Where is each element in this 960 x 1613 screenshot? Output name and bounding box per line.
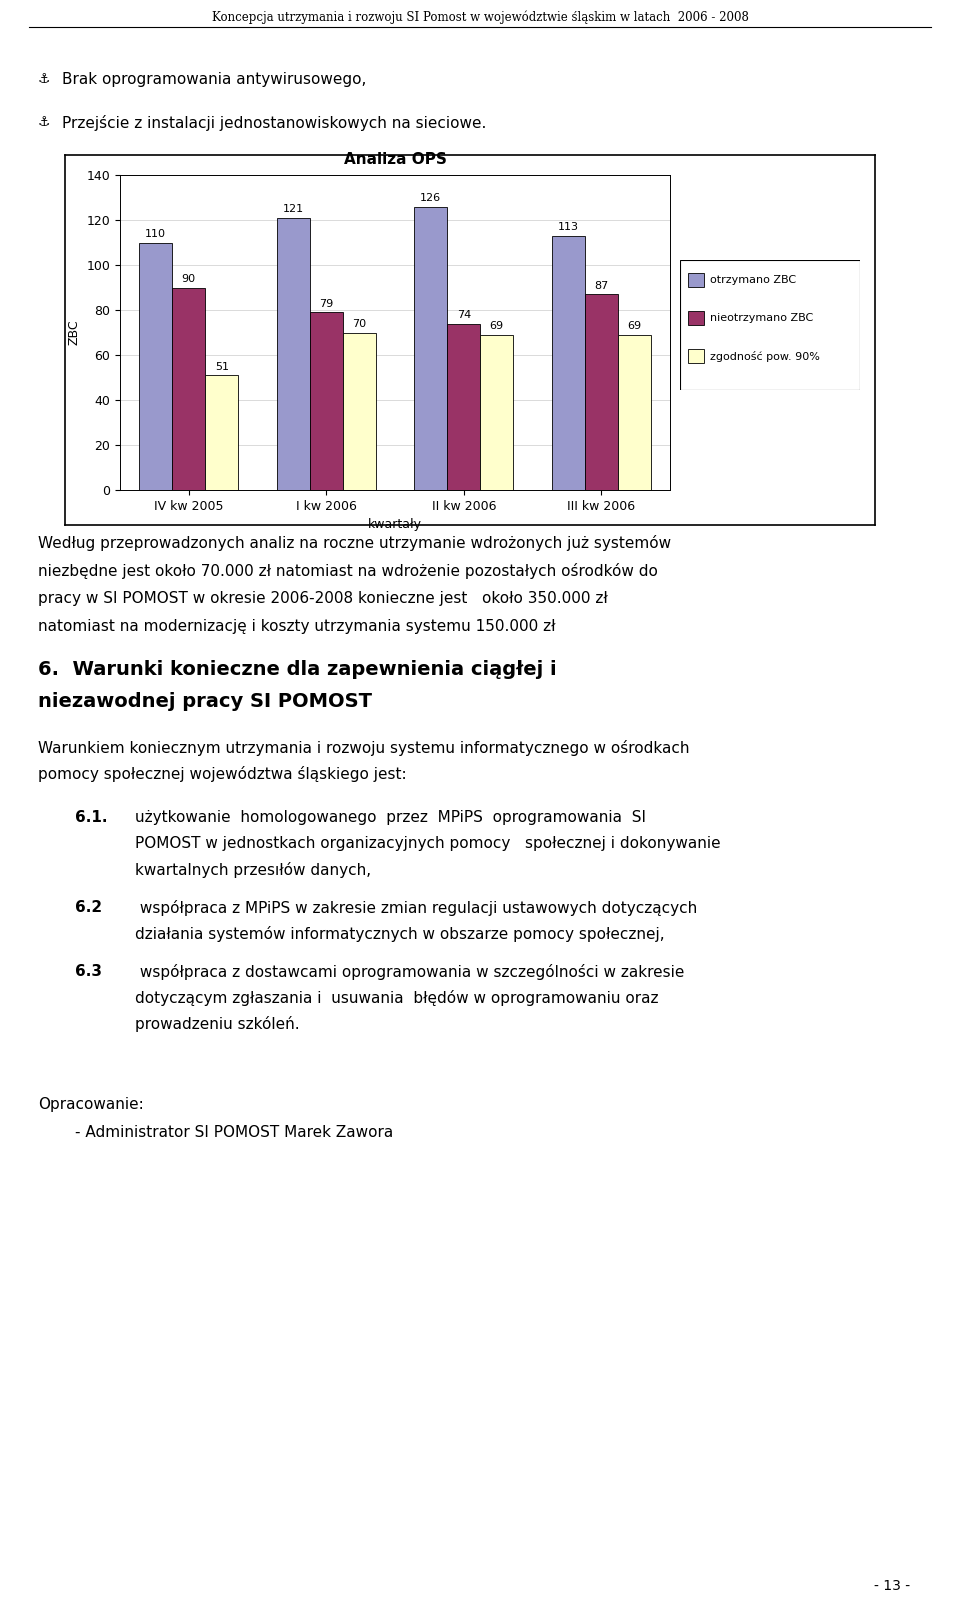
Text: niezbędne jest około 70.000 zł natomiast na wdrożenie pozostałych ośrodków do: niezbędne jest około 70.000 zł natomiast…: [38, 563, 658, 579]
Text: 121: 121: [282, 205, 303, 215]
Text: 69: 69: [490, 321, 504, 331]
Text: 6.3: 6.3: [75, 965, 102, 979]
Text: Brak oprogramowania antywirusowego,: Brak oprogramowania antywirusowego,: [62, 73, 367, 87]
Text: 87: 87: [594, 281, 609, 290]
Bar: [415, 206, 447, 490]
Text: POMOST w jednostkach organizacyjnych pomocy   społecznej i dokonywanie: POMOST w jednostkach organizacyjnych pom…: [135, 836, 721, 852]
Title: Analiza OPS: Analiza OPS: [344, 152, 446, 166]
Text: zgodność pow. 90%: zgodność pow. 90%: [710, 350, 820, 361]
Text: Przejście z instalacji jednostanowiskowych na sieciowe.: Przejście z instalacji jednostanowiskowy…: [62, 115, 487, 131]
Text: nieotrzymano ZBC: nieotrzymano ZBC: [710, 313, 813, 323]
Text: prowadzeniu szkóleń.: prowadzeniu szkóleń.: [135, 1016, 300, 1032]
Text: współpraca z MPiPS w zakresie zmian regulacji ustawowych dotyczących: współpraca z MPiPS w zakresie zmian regu…: [135, 900, 697, 916]
Bar: [552, 235, 585, 490]
Text: dotyczącym zgłaszania i  usuwania  błędów w oprogramowaniu oraz: dotyczącym zgłaszania i usuwania błędów …: [135, 990, 659, 1007]
FancyBboxPatch shape: [680, 260, 860, 390]
Text: użytkowanie  homologowanego  przez  MPiPS  oprogramowania  SI: użytkowanie homologowanego przez MPiPS o…: [135, 810, 646, 824]
Text: 6.2: 6.2: [75, 900, 102, 915]
Bar: [480, 336, 514, 490]
Text: Opracowanie:: Opracowanie:: [38, 1097, 144, 1111]
FancyBboxPatch shape: [688, 273, 704, 287]
Text: Koncepcja utrzymania i rozwoju SI Pomost w województwie śląskim w latach  2006 -: Koncepcja utrzymania i rozwoju SI Pomost…: [211, 10, 749, 24]
Text: - 13 -: - 13 -: [874, 1579, 910, 1594]
Text: działania systemów informatycznych w obszarze pomocy społecznej,: działania systemów informatycznych w obs…: [135, 926, 664, 942]
Bar: [205, 376, 238, 490]
Text: 69: 69: [627, 321, 641, 331]
Text: Warunkiem koniecznym utrzymania i rozwoju systemu informatycznego w ośrodkach: Warunkiem koniecznym utrzymania i rozwoj…: [38, 740, 689, 756]
FancyBboxPatch shape: [688, 348, 704, 363]
Text: ⚓: ⚓: [38, 115, 51, 129]
Text: 90: 90: [181, 274, 196, 284]
Bar: [310, 313, 343, 490]
Text: 51: 51: [215, 361, 228, 373]
Text: 126: 126: [420, 194, 442, 203]
Text: współpraca z dostawcami oprogramowania w szczególności w zakresie: współpraca z dostawcami oprogramowania w…: [135, 965, 684, 981]
Text: 6.  Warunki konieczne dla zapewnienia ciągłej i: 6. Warunki konieczne dla zapewnienia cią…: [38, 660, 557, 679]
Y-axis label: ZBC: ZBC: [68, 319, 81, 345]
Text: 79: 79: [319, 298, 333, 308]
Bar: [617, 336, 651, 490]
Text: - Administrator SI POMOST Marek Zawora: - Administrator SI POMOST Marek Zawora: [75, 1124, 394, 1140]
Bar: [276, 218, 310, 490]
Text: otrzymano ZBC: otrzymano ZBC: [710, 274, 796, 286]
FancyBboxPatch shape: [688, 311, 704, 324]
X-axis label: kwartały: kwartały: [368, 518, 422, 531]
Text: kwartalnych przesıłów danych,: kwartalnych przesıłów danych,: [135, 861, 372, 877]
Text: niezawodnej pracy SI POMOST: niezawodnej pracy SI POMOST: [38, 692, 372, 711]
Text: 110: 110: [145, 229, 166, 239]
Text: natomiast na modernizację i koszty utrzymania systemu 150.000 zł: natomiast na modernizację i koszty utrzy…: [38, 619, 556, 634]
Text: 74: 74: [457, 310, 470, 319]
Bar: [447, 324, 480, 490]
Text: 6.1.: 6.1.: [75, 810, 108, 824]
Bar: [585, 294, 617, 490]
Bar: [139, 242, 172, 490]
Text: ⚓: ⚓: [38, 73, 51, 85]
Bar: [172, 287, 205, 490]
Text: 70: 70: [352, 319, 367, 329]
Text: 113: 113: [558, 223, 579, 232]
Text: pracy w SI POMOST w okresie 2006-2008 konieczne jest   około 350.000 zł: pracy w SI POMOST w okresie 2006-2008 ko…: [38, 590, 608, 606]
Bar: [343, 332, 375, 490]
Text: pomocy społecznej województwa śląskiego jest:: pomocy społecznej województwa śląskiego …: [38, 766, 407, 782]
Text: Według przeprowadzonych analiz na roczne utrzymanie wdrożonych już systemów: Według przeprowadzonych analiz na roczne…: [38, 536, 671, 552]
